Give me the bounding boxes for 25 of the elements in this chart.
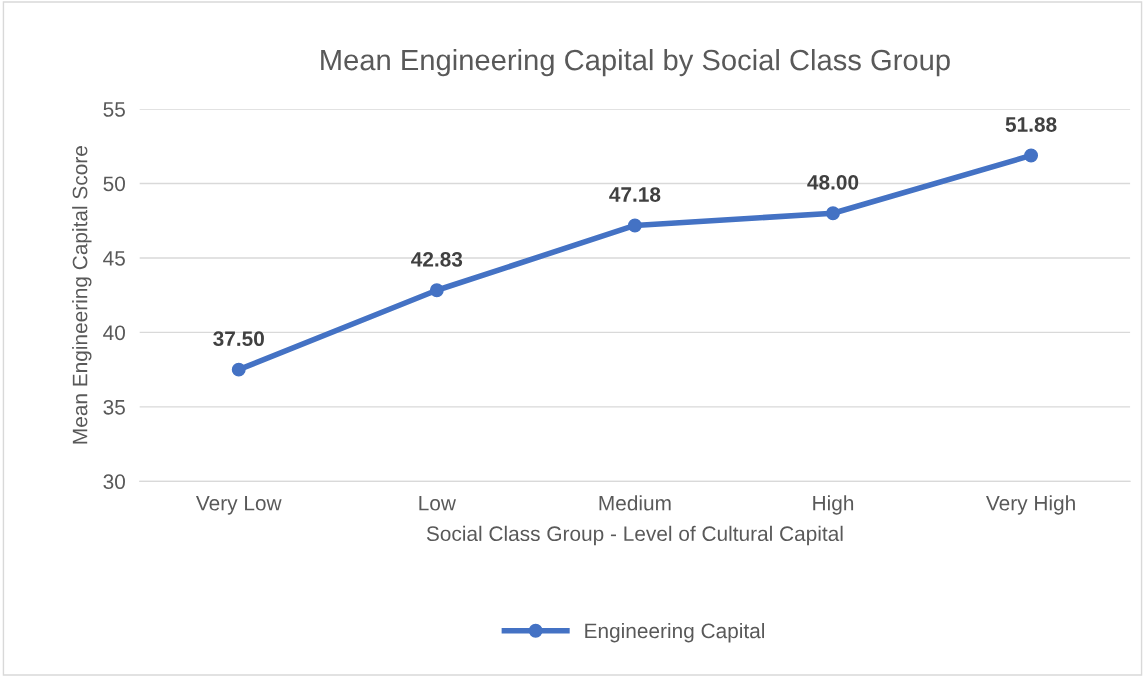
y-tick-label: 40 bbox=[103, 325, 125, 341]
x-tick-label: Medium bbox=[599, 495, 671, 511]
data-label: 48.00 bbox=[807, 174, 859, 190]
x-tick-label: Low bbox=[419, 496, 456, 511]
data-label: 37.50 bbox=[213, 331, 264, 347]
point bbox=[1024, 148, 1039, 163]
y-tick-label: 30 bbox=[103, 474, 125, 490]
y-tick-label: 45 bbox=[103, 251, 125, 266]
x-tick-label: Very Low bbox=[195, 496, 282, 515]
point bbox=[429, 283, 444, 298]
y-tick-label: 50 bbox=[103, 176, 125, 192]
point bbox=[627, 218, 642, 233]
point bbox=[231, 362, 246, 377]
point bbox=[826, 206, 840, 221]
y-axis-title: Mean Engineering Capital Score bbox=[72, 146, 92, 444]
x-tick-label: High bbox=[813, 495, 854, 515]
y-tick-label: 35 bbox=[103, 399, 125, 415]
data-label: 42.83 bbox=[411, 251, 463, 267]
legend-label: Engineering Capital bbox=[585, 622, 765, 643]
x-axis-title: Social Class Group - Level of Cultural Capital bbox=[426, 525, 843, 546]
data-label: 47.18 bbox=[609, 187, 661, 202]
chart-title: Mean Engineering Capital by Social Class Group bbox=[321, 48, 950, 77]
data-label: 51.88 bbox=[1005, 117, 1057, 132]
x-tick-label: Very High bbox=[986, 495, 1075, 515]
y-tick-label: 55 bbox=[103, 102, 125, 117]
